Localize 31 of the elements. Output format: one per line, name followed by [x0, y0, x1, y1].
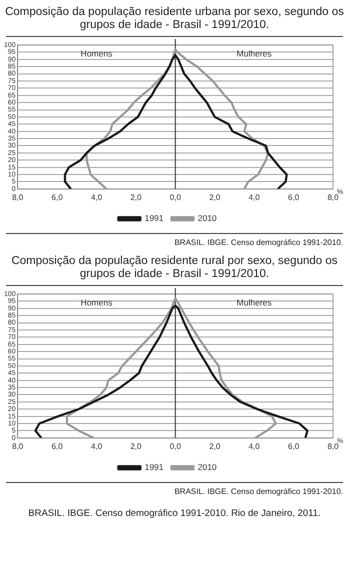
x-tick-label: 4,0	[90, 192, 103, 202]
x-tick-label: 2,0	[130, 442, 142, 451]
x-tick-label: 2,0	[209, 192, 221, 202]
legend-label: 1991	[144, 462, 164, 472]
x-tick-label: 8,0	[12, 442, 24, 451]
x-tick-label: 6,0	[52, 192, 64, 202]
x-tick-label: 2,0	[130, 192, 142, 202]
annotation: Homens	[80, 297, 112, 308]
x-tick-label: 8,0	[12, 192, 24, 202]
text: BRASIL. IBGE. Censo demográfico 1991-2010.	[173, 237, 344, 249]
x-tick-label: 4,0	[90, 442, 103, 451]
x-tick-label: 8,0	[327, 192, 340, 202]
text: BRASIL. IBGE. Censo demográfico 1991-2010.	[173, 486, 344, 498]
x-tick-label: 2,0	[209, 442, 221, 451]
x-tick-label: 8,0	[327, 442, 340, 451]
legend-label: 1991	[144, 213, 164, 224]
annotation: Mulheres	[236, 297, 272, 308]
chart-title: Composição da população residente urbana por sexo, segundo os grupos de idade - Brasil - 1991/2010.	[4, 5, 345, 33]
chart-title: Composição da população residente rural por sexo, segundo os grupos de idade - Brasil - 1991/2010.	[10, 254, 339, 282]
annotation: Mulheres	[236, 48, 272, 58]
x-tick-label: 6,0	[288, 442, 300, 451]
annotation: Homens	[80, 48, 112, 58]
x-tick-label: 6,0	[52, 442, 64, 451]
text: BRASIL. IBGE. Censo demográfico 1991-2010. Rio de Janeiro, 2011.	[27, 507, 322, 521]
x-tick-label: 0,0	[170, 192, 182, 202]
legend-label: 2010	[198, 213, 217, 224]
x-tick-label: 0,0	[170, 442, 182, 451]
legend-label: 2010	[198, 462, 217, 472]
x-tick-label: 4,0	[248, 192, 260, 202]
x-tick-label: 6,0	[288, 192, 300, 202]
x-tick-label: 4,0	[248, 442, 260, 451]
